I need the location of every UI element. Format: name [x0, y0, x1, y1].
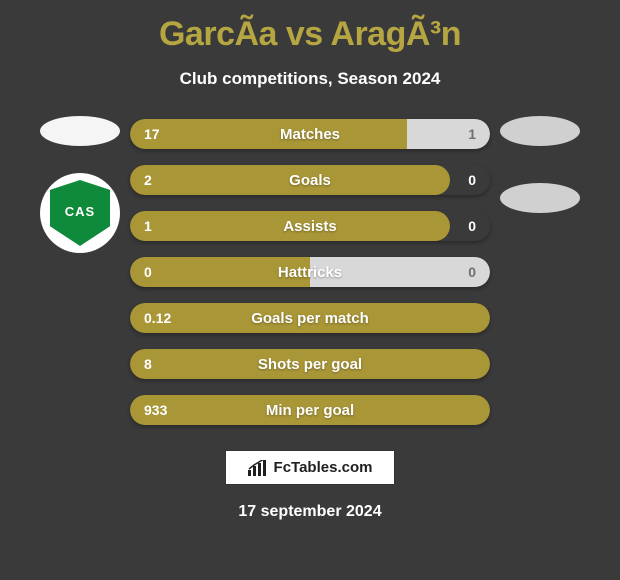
team-right-nationality-badge — [500, 116, 580, 146]
stat-right-value: 0 — [468, 218, 476, 234]
stat-label: Min per goal — [266, 402, 354, 419]
stat-label: Goals — [289, 172, 331, 189]
stats-area: CAS 17 Matches 1 2 Goals 0 1 Assists 0 0 Hattricks… — [40, 119, 580, 425]
stat-row: 8 Shots per goal — [130, 349, 490, 379]
team-left-nationality-badge — [40, 116, 120, 146]
stat-left-value: 2 — [144, 172, 152, 188]
stat-label: Matches — [280, 126, 340, 143]
stat-label: Assists — [283, 218, 336, 235]
stat-row: 17 Matches 1 — [130, 119, 490, 149]
stat-left-value: 17 — [144, 126, 160, 142]
comparison-subtitle: Club competitions, Season 2024 — [180, 69, 441, 89]
team-right-club-badge — [500, 183, 580, 213]
stat-bars: 17 Matches 1 2 Goals 0 1 Assists 0 0 Hattricks 0 0.1… — [130, 119, 490, 425]
stat-label: Hattricks — [278, 264, 342, 281]
date-text: 17 september 2024 — [238, 503, 381, 521]
stat-left-value: 933 — [144, 402, 167, 418]
stat-right-value: 0 — [468, 172, 476, 188]
shield-text: CAS — [65, 204, 95, 219]
stat-label: Goals per match — [251, 310, 369, 327]
stat-row: 0.12 Goals per match — [130, 303, 490, 333]
attribution-box[interactable]: FcTables.com — [225, 450, 396, 485]
stat-left-value: 1 — [144, 218, 152, 234]
stat-left-value: 8 — [144, 356, 152, 372]
stat-label: Shots per goal — [258, 356, 362, 373]
stat-right-value: 1 — [468, 126, 476, 142]
stat-row: 0 Hattricks 0 — [130, 257, 490, 287]
stat-row: 2 Goals 0 — [130, 165, 490, 195]
stat-row: 1 Assists 0 — [130, 211, 490, 241]
team-left-club-badge: CAS — [40, 173, 120, 253]
right-team-badges — [500, 116, 580, 213]
stat-row: 933 Min per goal — [130, 395, 490, 425]
stat-bar-left: 17 — [130, 119, 407, 149]
attribution-text: FcTables.com — [274, 459, 373, 476]
stat-bar-right: 1 — [407, 119, 490, 149]
stat-left-value: 0.12 — [144, 310, 171, 326]
chart-icon — [248, 460, 268, 476]
comparison-title: GarcÃ­a vs AragÃ³n — [159, 15, 461, 54]
left-team-badges: CAS — [40, 116, 120, 253]
stat-right-value: 0 — [468, 264, 476, 280]
stat-bar-right: 0 — [450, 211, 490, 241]
stat-bar-right: 0 — [450, 165, 490, 195]
stat-left-value: 0 — [144, 264, 152, 280]
